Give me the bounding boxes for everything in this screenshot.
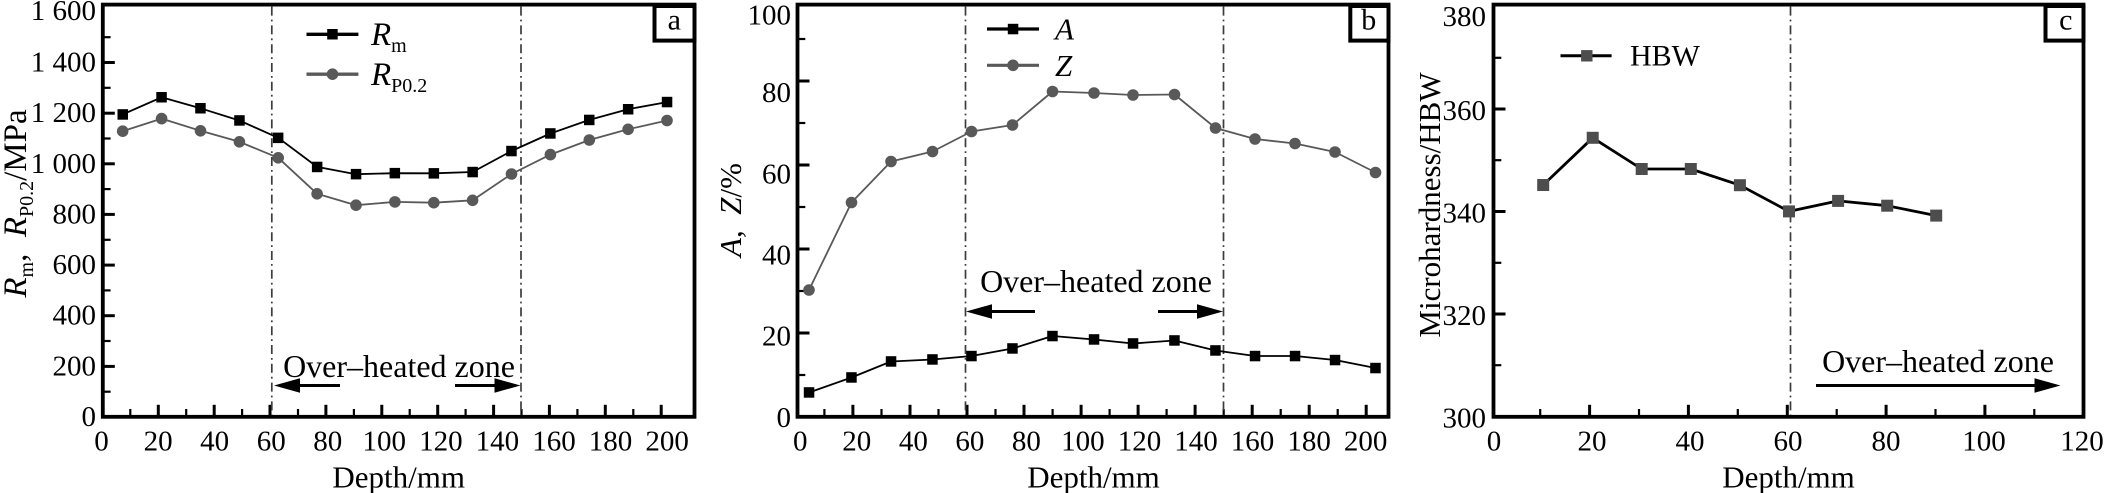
svg-text:0: 0 (82, 401, 97, 433)
svg-text:Microhardness/HBW: Microhardness/HBW (1412, 72, 1447, 338)
svg-text:Over–heated zone: Over–heated zone (283, 348, 515, 384)
svg-text:160: 160 (532, 426, 576, 458)
svg-text:120: 120 (2060, 426, 2104, 458)
svg-text:20: 20 (144, 426, 173, 458)
svg-text:A: A (1053, 12, 1075, 47)
svg-text:60: 60 (955, 426, 984, 458)
svg-text:100: 100 (1061, 426, 1105, 458)
svg-text:80: 80 (1012, 426, 1041, 458)
svg-text:a: a (668, 4, 681, 37)
svg-text:140: 140 (476, 426, 520, 458)
svg-text:120: 120 (419, 426, 463, 458)
svg-text:380: 380 (1443, 1, 1487, 33)
svg-text:0: 0 (94, 426, 109, 458)
svg-text:Over–heated zone: Over–heated zone (980, 263, 1212, 299)
svg-text:160: 160 (1231, 426, 1275, 458)
svg-text:100: 100 (748, 0, 792, 32)
svg-text:40: 40 (1676, 426, 1705, 458)
svg-text:Depth/mm: Depth/mm (1722, 460, 1855, 493)
svg-text:c: c (2059, 4, 2072, 37)
svg-text:1 200: 1 200 (31, 97, 96, 129)
svg-text:Z: Z (1055, 48, 1073, 83)
svg-text:0: 0 (777, 402, 792, 434)
svg-text:40: 40 (200, 426, 229, 458)
svg-text:360: 360 (1443, 95, 1487, 127)
svg-text:180: 180 (1287, 426, 1331, 458)
svg-text:HBW: HBW (1630, 40, 1701, 73)
svg-text:20: 20 (762, 321, 791, 353)
svg-text:80: 80 (313, 426, 342, 458)
svg-text:400: 400 (53, 300, 97, 332)
svg-text:A, Z/%: A, Z/% (713, 163, 748, 259)
svg-text:800: 800 (53, 198, 97, 230)
svg-text:Depth/mm: Depth/mm (1027, 460, 1160, 493)
svg-text:0: 0 (793, 426, 808, 458)
svg-text:180: 180 (589, 426, 633, 458)
svg-text:Depth/mm: Depth/mm (332, 460, 465, 493)
svg-text:200: 200 (1344, 426, 1388, 458)
svg-text:60: 60 (762, 159, 791, 191)
svg-text:100: 100 (363, 426, 407, 458)
svg-text:0: 0 (1487, 426, 1502, 458)
svg-text:20: 20 (842, 426, 871, 458)
svg-text:1 400: 1 400 (31, 47, 96, 79)
svg-text:120: 120 (1118, 426, 1162, 458)
svg-text:40: 40 (762, 240, 791, 272)
svg-text:Over–heated zone: Over–heated zone (1822, 343, 2054, 379)
svg-text:200: 200 (645, 426, 689, 458)
svg-text:100: 100 (1962, 426, 2006, 458)
svg-text:80: 80 (1872, 426, 1901, 458)
svg-text:Rm: Rm (370, 17, 407, 57)
svg-text:40: 40 (899, 426, 928, 458)
svg-text:RP0.2: RP0.2 (370, 57, 427, 97)
svg-text:140: 140 (1174, 426, 1218, 458)
svg-text:20: 20 (1578, 426, 1607, 458)
svg-text:340: 340 (1443, 198, 1487, 230)
svg-text:b: b (1361, 4, 1376, 37)
svg-text:200: 200 (53, 350, 97, 382)
svg-text:60: 60 (1774, 426, 1803, 458)
svg-text:80: 80 (762, 77, 791, 109)
svg-text:300: 300 (1443, 403, 1487, 435)
svg-text:600: 600 (53, 249, 97, 281)
svg-text:60: 60 (257, 426, 286, 458)
svg-text:Rm, RP0.2/MPa: Rm, RP0.2/MPa (0, 109, 38, 299)
svg-text:1 600: 1 600 (31, 0, 96, 27)
svg-text:1 000: 1 000 (31, 148, 96, 180)
svg-text:320: 320 (1443, 300, 1487, 332)
